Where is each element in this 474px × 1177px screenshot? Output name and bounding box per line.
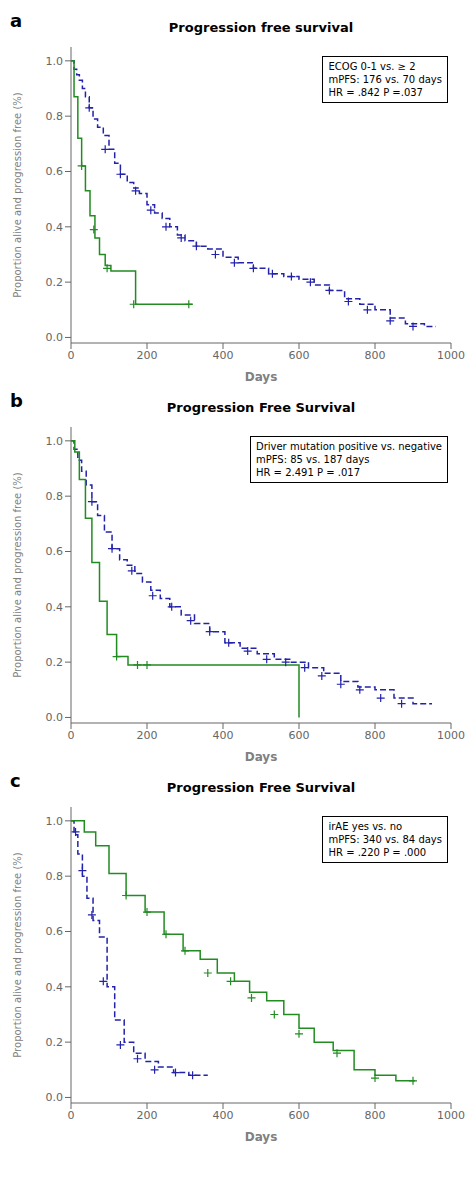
svg-text:Proportion alive and progressi: Proportion alive and progression free (%… (12, 472, 23, 678)
html-text:HR = .220 P = .000: HR = .220 P = .000 (328, 846, 427, 858)
svg-text:1.0: 1.0 (46, 435, 64, 448)
svg-text:Days: Days (245, 370, 278, 384)
svg-text:200: 200 (137, 729, 158, 742)
svg-text:600: 600 (289, 729, 310, 742)
svg-text:1.0: 1.0 (46, 815, 64, 828)
html-text:Progression Free Survival: Progression Free Survival (166, 780, 356, 795)
svg-text:0.8: 0.8 (46, 110, 64, 123)
svg-text:0.0: 0.0 (46, 711, 64, 724)
svg-text:0: 0 (68, 729, 75, 742)
svg-text:0.6: 0.6 (46, 545, 64, 558)
html-text:Driver mutation positive vs. n: Driver mutation positive vs. negative (256, 440, 442, 452)
svg-text:0.6: 0.6 (46, 925, 64, 938)
html-text:mPFS: 340 vs. 84 days: mPFS: 340 vs. 84 days (328, 833, 442, 845)
svg-text:0.2: 0.2 (46, 656, 64, 669)
svg-text:1000: 1000 (437, 349, 465, 362)
html-text:mPFS: 176 vs. 70 days: mPFS: 176 vs. 70 days (328, 73, 442, 85)
svg-text:1.0: 1.0 (46, 55, 64, 68)
svg-text:800: 800 (365, 349, 386, 362)
svg-text:0.0: 0.0 (46, 1091, 64, 1104)
svg-text:Proportion alive and progressi: Proportion alive and progression free (%… (12, 92, 23, 298)
svg-text:0: 0 (68, 349, 75, 362)
svg-text:200: 200 (137, 349, 158, 362)
html-text:mPFS: 85 vs. 187 days: mPFS: 85 vs. 187 days (256, 453, 370, 465)
html-text:irAE yes vs. no: irAE yes vs. no (328, 820, 403, 832)
html-text:ECOG 0-1 vs. ≥ 2: ECOG 0-1 vs. ≥ 2 (328, 60, 416, 72)
svg-text:0.4: 0.4 (46, 221, 64, 234)
html-text:Progression free survival: Progression free survival (168, 20, 354, 35)
svg-text:Days: Days (245, 750, 278, 764)
html-text:b: b (10, 390, 23, 411)
svg-text:0.4: 0.4 (46, 601, 64, 614)
html-text:c: c (10, 770, 21, 791)
svg-text:0.8: 0.8 (46, 870, 64, 883)
svg-text:400: 400 (213, 349, 234, 362)
svg-text:400: 400 (213, 729, 234, 742)
svg-text:600: 600 (289, 349, 310, 362)
svg-text:0: 0 (68, 1109, 75, 1122)
svg-text:200: 200 (137, 1109, 158, 1122)
html-text:Progression Free Survival: Progression Free Survival (166, 400, 356, 415)
svg-text:Days: Days (245, 1130, 278, 1144)
svg-text:0.4: 0.4 (46, 981, 64, 994)
svg-text:1000: 1000 (437, 729, 465, 742)
html-text:HR = .842 P =.037: HR = .842 P =.037 (328, 86, 423, 98)
svg-text:800: 800 (365, 1109, 386, 1122)
svg-text:0.0: 0.0 (46, 331, 64, 344)
svg-text:800: 800 (365, 729, 386, 742)
svg-text:600: 600 (289, 1109, 310, 1122)
svg-text:400: 400 (213, 1109, 234, 1122)
svg-text:1000: 1000 (437, 1109, 465, 1122)
svg-text:0.8: 0.8 (46, 490, 64, 503)
svg-text:Proportion alive and progressi: Proportion alive and progression free (%… (12, 852, 23, 1058)
html-text:HR = 2.491 P = .017: HR = 2.491 P = .017 (256, 466, 360, 478)
html-text:a: a (10, 10, 23, 31)
svg-text:0.2: 0.2 (46, 276, 64, 289)
svg-text:0.6: 0.6 (46, 165, 64, 178)
svg-text:0.2: 0.2 (46, 1036, 64, 1049)
